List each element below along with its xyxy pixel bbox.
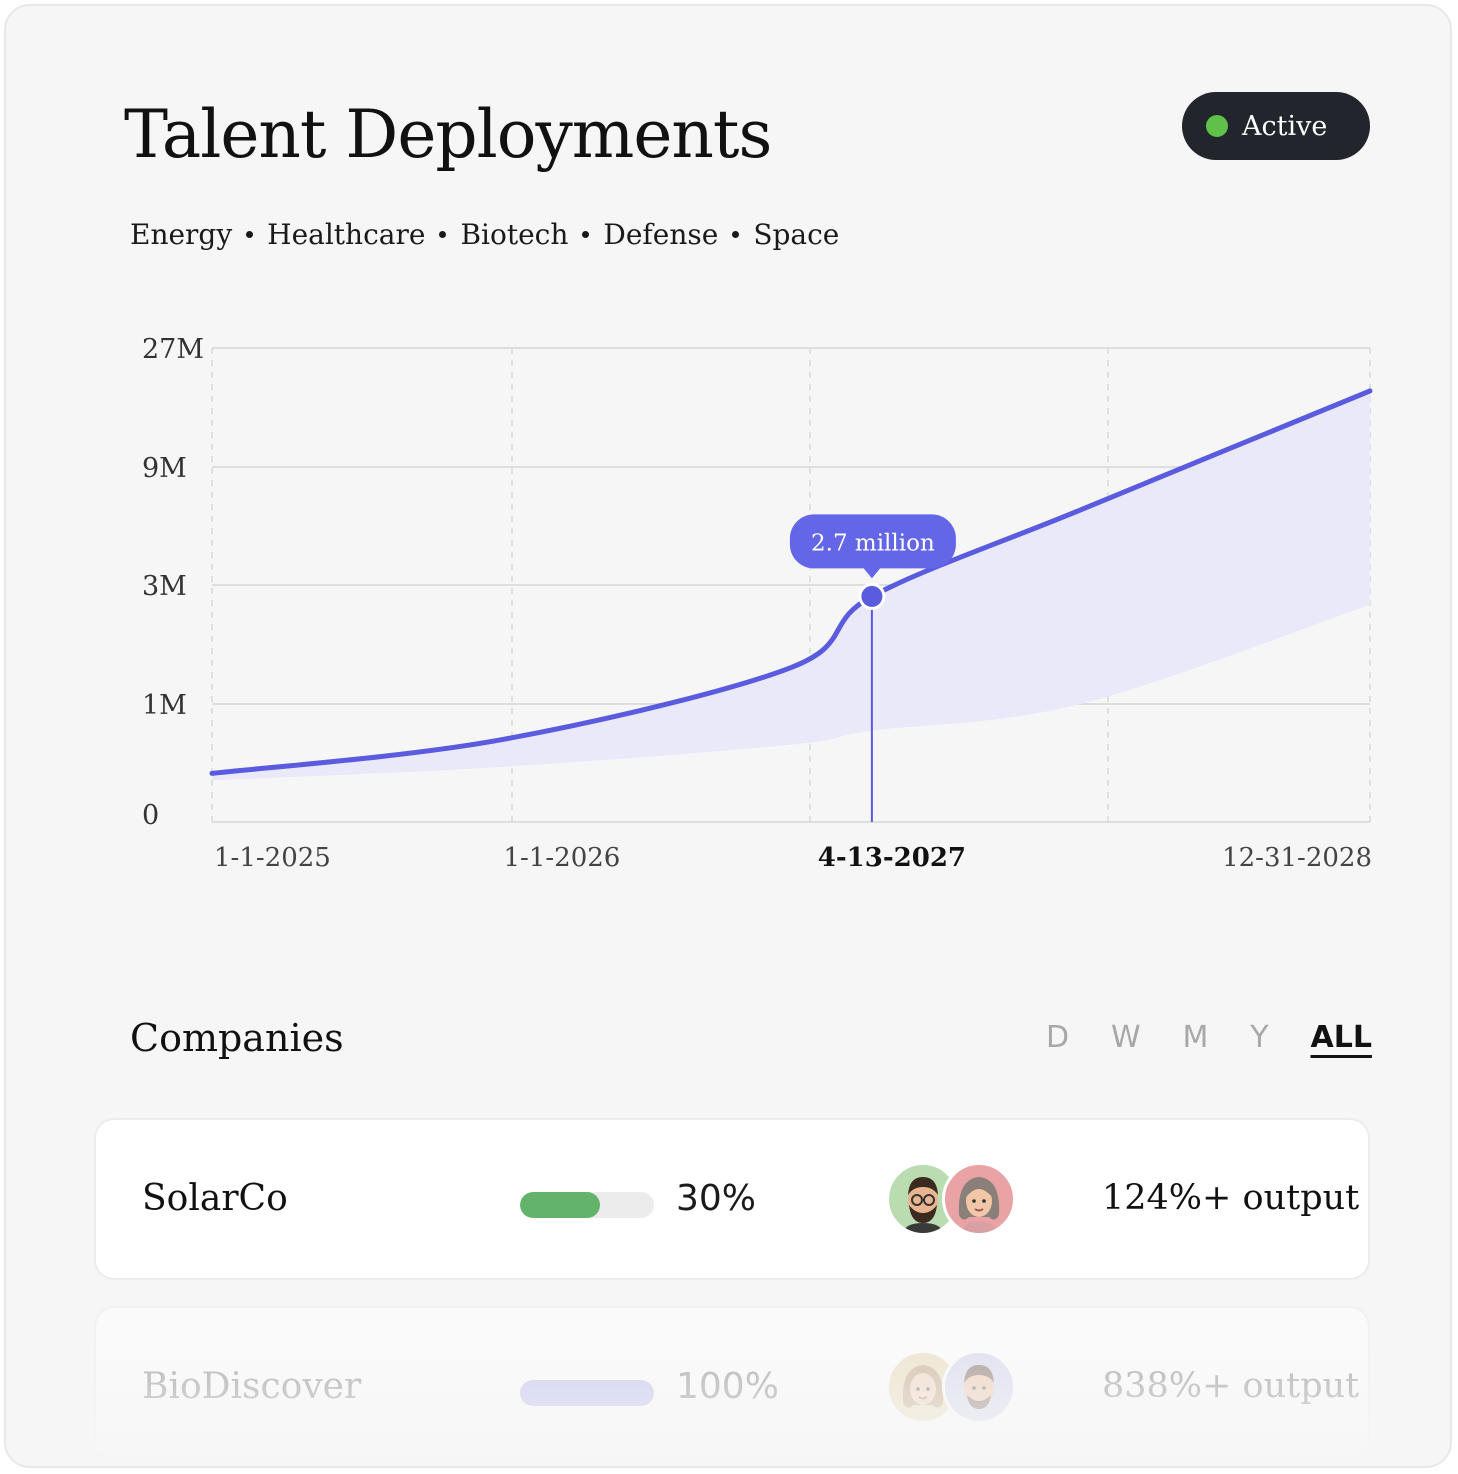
y-tick-label: 3M — [142, 571, 187, 602]
output-value: 124%+ output — [1102, 1178, 1360, 1218]
companies-title: Companies — [130, 1016, 344, 1060]
company-row-solarco[interactable]: SolarCo 30% — [94, 1118, 1370, 1280]
output-value: 838%+ output — [1102, 1366, 1360, 1406]
tooltip-label: 2.7 million — [811, 530, 935, 556]
progress-bar — [520, 1380, 654, 1406]
sector-biotech: Biotech — [460, 218, 569, 251]
talent-deployments-card: Talent Deployments Active Energy Healthc… — [4, 4, 1452, 1468]
y-tick-label: 9M — [142, 453, 187, 484]
progress-bar — [520, 1192, 654, 1218]
page-title: Talent Deployments — [124, 96, 772, 173]
series-line — [209, 388, 1373, 776]
progress-percent: 30% — [676, 1178, 757, 1219]
range-tabs: D W M Y ALL — [1046, 1020, 1372, 1055]
status-dot-icon — [1206, 115, 1228, 137]
sector-list: Energy Healthcare Biotech Defense Space — [130, 218, 839, 251]
bullet-icon — [732, 231, 740, 238]
y-tick-label: 0 — [142, 800, 159, 831]
company-name: BioDiscover — [142, 1366, 362, 1407]
progress-percent: 100% — [676, 1366, 779, 1407]
range-tab-y[interactable]: Y — [1250, 1020, 1269, 1055]
range-tab-all[interactable]: ALL — [1310, 1020, 1372, 1055]
highlight-point — [858, 582, 886, 610]
progress-fill — [520, 1380, 654, 1406]
x-tick-label: 1-1-2026 — [504, 843, 621, 873]
company-row-biodiscover[interactable]: BioDiscover 100% 838%+ output — [94, 1306, 1370, 1466]
bullet-icon — [582, 231, 590, 238]
sector-healthcare: Healthcare — [267, 218, 426, 251]
x-tick-label: 4-13-2027 — [818, 843, 966, 873]
range-tab-w[interactable]: W — [1110, 1020, 1141, 1055]
range-tab-m[interactable]: M — [1182, 1020, 1209, 1055]
x-tick-label: 12-31-2028 — [1222, 843, 1372, 873]
sector-space: Space — [753, 218, 840, 251]
status-label: Active — [1242, 110, 1328, 142]
tooltip-pointer — [862, 567, 881, 579]
status-badge[interactable]: Active — [1182, 92, 1370, 160]
deployment-chart: 0 1M 3M 9M 27M 1-1-2025 1-1-2026 4-13-2027 12-31… — [142, 334, 1373, 873]
sector-energy: Energy — [130, 218, 233, 251]
range-tab-d[interactable]: D — [1046, 1020, 1070, 1055]
man-avatar-icon — [942, 1350, 1016, 1424]
bullet-icon — [439, 231, 447, 238]
woman-avatar-icon — [942, 1162, 1016, 1236]
series-area-band — [212, 390, 1370, 781]
bullet-icon — [246, 231, 254, 238]
tooltip-bubble — [789, 514, 956, 569]
y-tick-label: 27M — [142, 334, 204, 365]
man-avatar-icon — [886, 1162, 960, 1236]
sector-defense: Defense — [603, 218, 719, 251]
progress-fill — [520, 1192, 601, 1218]
y-tick-label: 1M — [142, 690, 187, 721]
x-tick-label: 1-1-2025 — [214, 843, 331, 873]
company-name: SolarCo — [142, 1178, 288, 1219]
